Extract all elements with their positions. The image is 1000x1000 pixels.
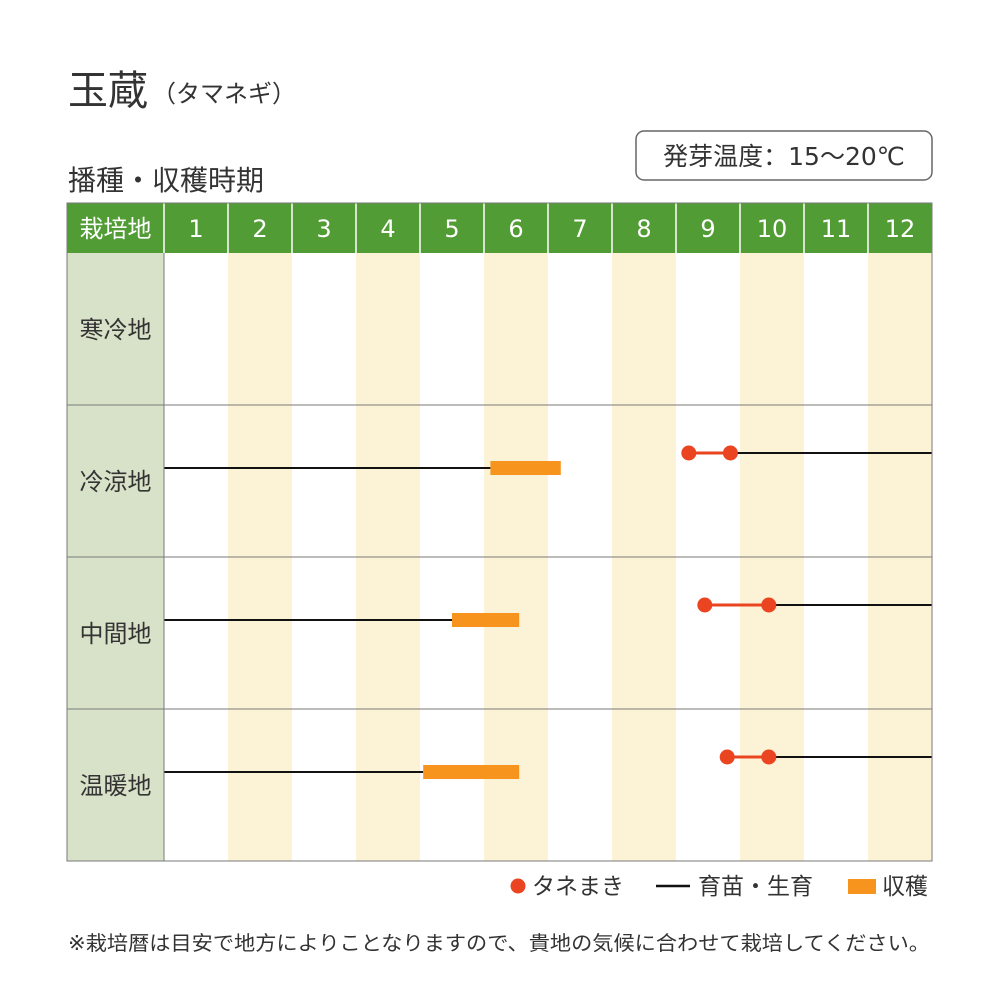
month-label: 3 — [316, 215, 331, 243]
month-label: 2 — [252, 215, 267, 243]
legend: タネまき 育苗・生育 収穫 — [510, 874, 928, 900]
chart-marks — [164, 445, 932, 779]
sowing-dot — [681, 445, 697, 461]
product-title: 玉蔵 — [68, 68, 148, 114]
month-label: 12 — [885, 215, 916, 243]
month-label: 10 — [757, 215, 788, 243]
region-label: 冷涼地 — [80, 468, 152, 496]
sowing-dot — [722, 445, 738, 461]
month-header-labels: 1 2 3 4 5 6 7 8 9 10 11 12 — [163, 203, 916, 253]
month-label: 4 — [380, 215, 395, 243]
sowing-dot — [761, 597, 777, 613]
sowing-dot — [761, 749, 777, 765]
table-header — [67, 203, 932, 253]
section-title: 播種・収穫時期 — [68, 164, 264, 197]
region-header-label: 栽培地 — [80, 215, 152, 243]
month-label: 7 — [572, 215, 587, 243]
harvest-bar — [490, 461, 561, 475]
harvest-bar — [423, 765, 520, 779]
product-subtitle: （タマネギ） — [152, 80, 296, 108]
legend-sowing-dot — [510, 878, 526, 894]
germination-temp-text: 発芽温度：15〜20℃ — [663, 142, 905, 171]
month-label: 8 — [636, 215, 651, 243]
legend-growing-label: 育苗・生育 — [698, 874, 813, 900]
month-label: 11 — [821, 215, 852, 243]
legend-harvest-label: 収穫 — [882, 874, 928, 900]
harvest-bar — [452, 613, 520, 627]
month-label: 5 — [444, 215, 459, 243]
region-label: 寒冷地 — [80, 316, 152, 344]
legend-harvest-swatch — [848, 879, 876, 894]
sowing-dot — [719, 749, 735, 765]
month-label: 6 — [508, 215, 523, 243]
month-label: 9 — [700, 215, 715, 243]
table-outline — [66, 202, 933, 862]
row-lines — [67, 404, 932, 710]
month-label: 1 — [188, 215, 203, 243]
germination-temp-frame — [635, 130, 933, 181]
sowing-dot — [697, 597, 713, 613]
footnote: ※栽培暦は目安で地方によりことなりますので、貴地の気候に合わせて栽培してください… — [68, 931, 930, 955]
legend-sowing-label: タネまき — [532, 874, 624, 900]
germination-temp-box: 発芽温度：15〜20℃ — [635, 130, 933, 181]
region-label: 中間地 — [80, 620, 152, 648]
region-label: 温暖地 — [80, 772, 152, 800]
